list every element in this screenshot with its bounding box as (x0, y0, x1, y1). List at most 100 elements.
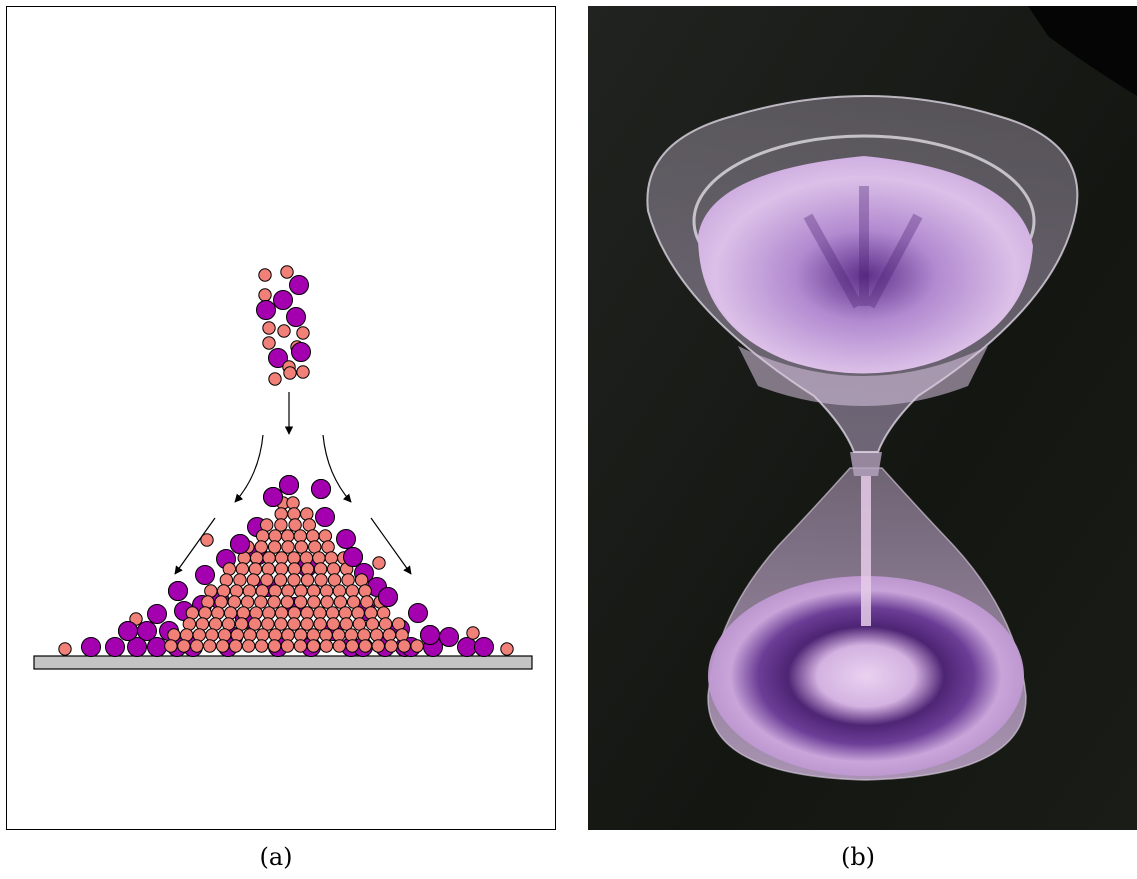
large-grain (457, 637, 477, 657)
base-surface (33, 655, 533, 670)
small-grain (332, 639, 347, 653)
small-grain (211, 606, 225, 620)
small-grain (327, 573, 342, 587)
small-grain (357, 628, 371, 642)
small-grain (351, 606, 365, 620)
small-grain (300, 617, 314, 631)
small-grain (376, 606, 391, 620)
large-grain (420, 625, 440, 645)
small-grain (179, 628, 194, 642)
large-grain (195, 565, 215, 585)
small-grain (205, 628, 219, 642)
small-grain (314, 573, 328, 587)
small-grain (268, 584, 282, 598)
top-sand-streaks (803, 186, 923, 309)
hourglass-photo (588, 6, 1137, 830)
small-grain (192, 628, 206, 642)
small-grain (287, 617, 301, 631)
large-grain (147, 637, 167, 657)
small-grain (262, 606, 276, 620)
small-grain (321, 540, 335, 554)
small-grain (267, 639, 282, 653)
large-grain (230, 534, 250, 554)
large-grain (408, 603, 428, 623)
small-grain (219, 573, 234, 587)
small-grain (230, 628, 245, 642)
small-grain (167, 628, 181, 642)
small-grain (217, 628, 232, 642)
small-grain (280, 265, 294, 279)
small-grain (274, 562, 289, 576)
small-grain (236, 606, 251, 620)
caption-b: (b) (840, 843, 876, 871)
small-grain (286, 496, 300, 510)
small-grain (302, 518, 316, 532)
large-grain (439, 627, 459, 647)
small-grain (268, 372, 282, 386)
small-grain (185, 606, 200, 620)
small-grain (200, 533, 214, 547)
large-grain (378, 587, 398, 607)
large-grain (273, 290, 293, 310)
small-grain (255, 529, 270, 543)
small-grain (235, 562, 250, 576)
small-grain (280, 639, 295, 653)
small-grain (274, 518, 288, 532)
panel-b-photo (588, 6, 1137, 830)
small-grain (280, 595, 295, 609)
small-grain (384, 639, 398, 653)
small-grain (318, 529, 333, 543)
small-grain (214, 595, 228, 609)
small-grain (324, 551, 339, 565)
small-grain (277, 324, 291, 338)
top-sand-wall (738, 346, 988, 406)
small-grain (228, 639, 243, 653)
large-grain (168, 581, 188, 601)
large-grain (127, 637, 147, 657)
small-grain (267, 540, 282, 554)
large-grain (105, 637, 125, 657)
small-grain (204, 584, 218, 598)
small-grain (273, 573, 288, 587)
small-grain (248, 562, 263, 576)
small-grain (58, 642, 72, 656)
grain-group (58, 265, 514, 657)
small-grain (203, 639, 217, 653)
small-grain (283, 366, 297, 380)
small-grain (293, 639, 308, 653)
small-grain (243, 628, 257, 642)
hourglass-neck (850, 452, 882, 476)
small-grain (233, 573, 247, 587)
small-grain (333, 595, 348, 609)
small-grain (410, 639, 424, 653)
small-grain (300, 507, 314, 521)
large-grain (256, 300, 276, 320)
small-grain (281, 540, 295, 554)
large-grain (311, 479, 331, 499)
small-grain (164, 639, 178, 653)
arrow-icon-right-lower (370, 517, 412, 575)
small-grain (395, 628, 409, 642)
small-grain (287, 507, 301, 521)
small-grain (208, 617, 223, 631)
small-grain (397, 639, 411, 653)
large-grain (118, 621, 138, 641)
small-grain (500, 642, 514, 656)
small-grain (326, 562, 341, 576)
curved-arrow-icon-left-upper (234, 434, 264, 503)
small-grain (296, 326, 310, 340)
sand-stream (861, 476, 871, 626)
photo-shadow-corner (1028, 6, 1137, 96)
small-grain (372, 556, 386, 570)
small-grain (344, 628, 359, 642)
small-grain (319, 639, 334, 653)
small-grain (371, 639, 385, 653)
small-grain (216, 639, 230, 653)
small-grain (255, 584, 269, 598)
small-grain (391, 617, 406, 631)
bottom-sand-pile (708, 576, 1024, 776)
panel-a-diagram (6, 6, 556, 830)
small-grain (300, 573, 315, 587)
small-grain (332, 584, 347, 598)
large-grain (81, 637, 101, 657)
